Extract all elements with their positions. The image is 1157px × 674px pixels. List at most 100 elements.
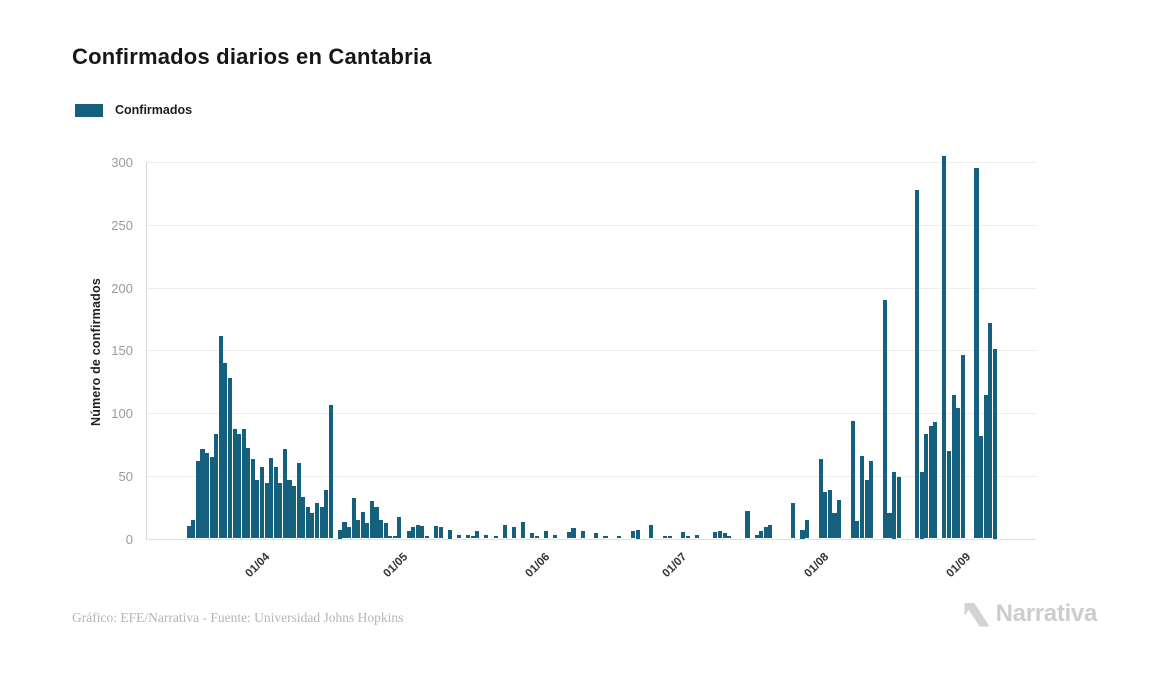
bar: [566, 532, 571, 539]
bar: [979, 435, 984, 539]
x-axis-line: [145, 538, 1036, 540]
legend-swatch: [75, 103, 103, 117]
bar: [209, 456, 214, 539]
bar: [635, 529, 640, 539]
gridline: [145, 224, 1036, 226]
bar: [493, 535, 498, 539]
bar: [942, 155, 947, 539]
y-tick-label: 0: [125, 531, 133, 547]
bar: [791, 503, 796, 539]
bar: [685, 535, 690, 539]
bar: [951, 395, 956, 539]
y-tick-label: 300: [111, 155, 133, 170]
bar: [983, 395, 988, 539]
bar: [667, 535, 672, 539]
bar: [855, 520, 860, 539]
bar: [832, 513, 837, 539]
bar: [351, 498, 356, 539]
bar: [864, 479, 869, 539]
bar: [869, 460, 874, 539]
bar: [259, 466, 265, 539]
bar: [347, 527, 352, 539]
bar: [264, 483, 269, 539]
bar: [534, 535, 539, 539]
bar: [282, 449, 287, 539]
bar: [745, 510, 750, 539]
bar: [424, 535, 429, 539]
bar: [237, 434, 242, 539]
bar: [727, 535, 732, 539]
bar: [837, 499, 842, 539]
bar: [374, 507, 379, 539]
bar: [919, 471, 924, 539]
bar: [250, 459, 255, 539]
chart-title: Confirmados diarios en Cantabria: [72, 44, 432, 69]
bar: [195, 460, 200, 539]
bar: [988, 322, 993, 539]
bar: [956, 407, 961, 539]
bar: [823, 492, 828, 539]
bar: [406, 530, 411, 539]
bar: [530, 533, 535, 539]
bar: [438, 527, 443, 539]
bar: [305, 507, 310, 539]
bar: [511, 527, 516, 539]
y-axis-line: [145, 162, 147, 539]
bar: [850, 420, 855, 539]
bar: [521, 522, 526, 539]
gridline: [145, 350, 1036, 352]
legend: Confirmados: [75, 103, 192, 117]
bar: [356, 519, 361, 539]
bar: [324, 489, 329, 539]
bar: [763, 527, 768, 539]
bar: [292, 485, 297, 539]
bar: [218, 336, 223, 539]
bar: [379, 519, 384, 539]
bar: [713, 532, 718, 539]
bar: [296, 463, 301, 539]
bar: [722, 533, 727, 539]
narrativa-logo: Narrativa: [962, 599, 1097, 629]
bar: [603, 535, 608, 539]
bar: [617, 535, 622, 539]
bar: [818, 459, 823, 539]
bar: [502, 524, 507, 539]
x-tick-label: 01/04: [243, 550, 273, 580]
bar: [887, 513, 892, 539]
bar: [328, 405, 333, 539]
bar: [466, 534, 471, 539]
bar: [630, 530, 636, 539]
bar: [383, 523, 388, 539]
x-tick-label: 01/09: [944, 550, 974, 580]
bar: [946, 450, 952, 539]
bar: [227, 377, 232, 539]
bar: [255, 479, 260, 539]
bar: [484, 534, 489, 539]
bar: [681, 532, 686, 539]
bar: [214, 434, 219, 539]
bar: [319, 507, 324, 539]
bar: [397, 517, 402, 539]
gridline: [145, 162, 1036, 163]
bar: [892, 471, 897, 539]
bar: [768, 524, 773, 539]
bar: [369, 500, 374, 539]
bar: [759, 530, 764, 539]
bar: [580, 530, 585, 539]
x-tick-label: 01/07: [660, 550, 690, 580]
bar: [914, 189, 919, 539]
bar: [543, 530, 549, 539]
bar: [933, 421, 938, 539]
bar: [388, 535, 393, 539]
y-tick-label: 50: [118, 468, 133, 484]
bar: [301, 497, 306, 539]
footer-credit: Gráfico: EFE/Narrativa - Fuente: Univers…: [72, 610, 404, 625]
bar: [928, 425, 933, 539]
bar: [342, 522, 347, 539]
bar: [805, 519, 810, 539]
x-tick-label: 01/06: [523, 550, 552, 580]
bar: [663, 535, 668, 539]
y-tick-label: 250: [111, 217, 133, 233]
